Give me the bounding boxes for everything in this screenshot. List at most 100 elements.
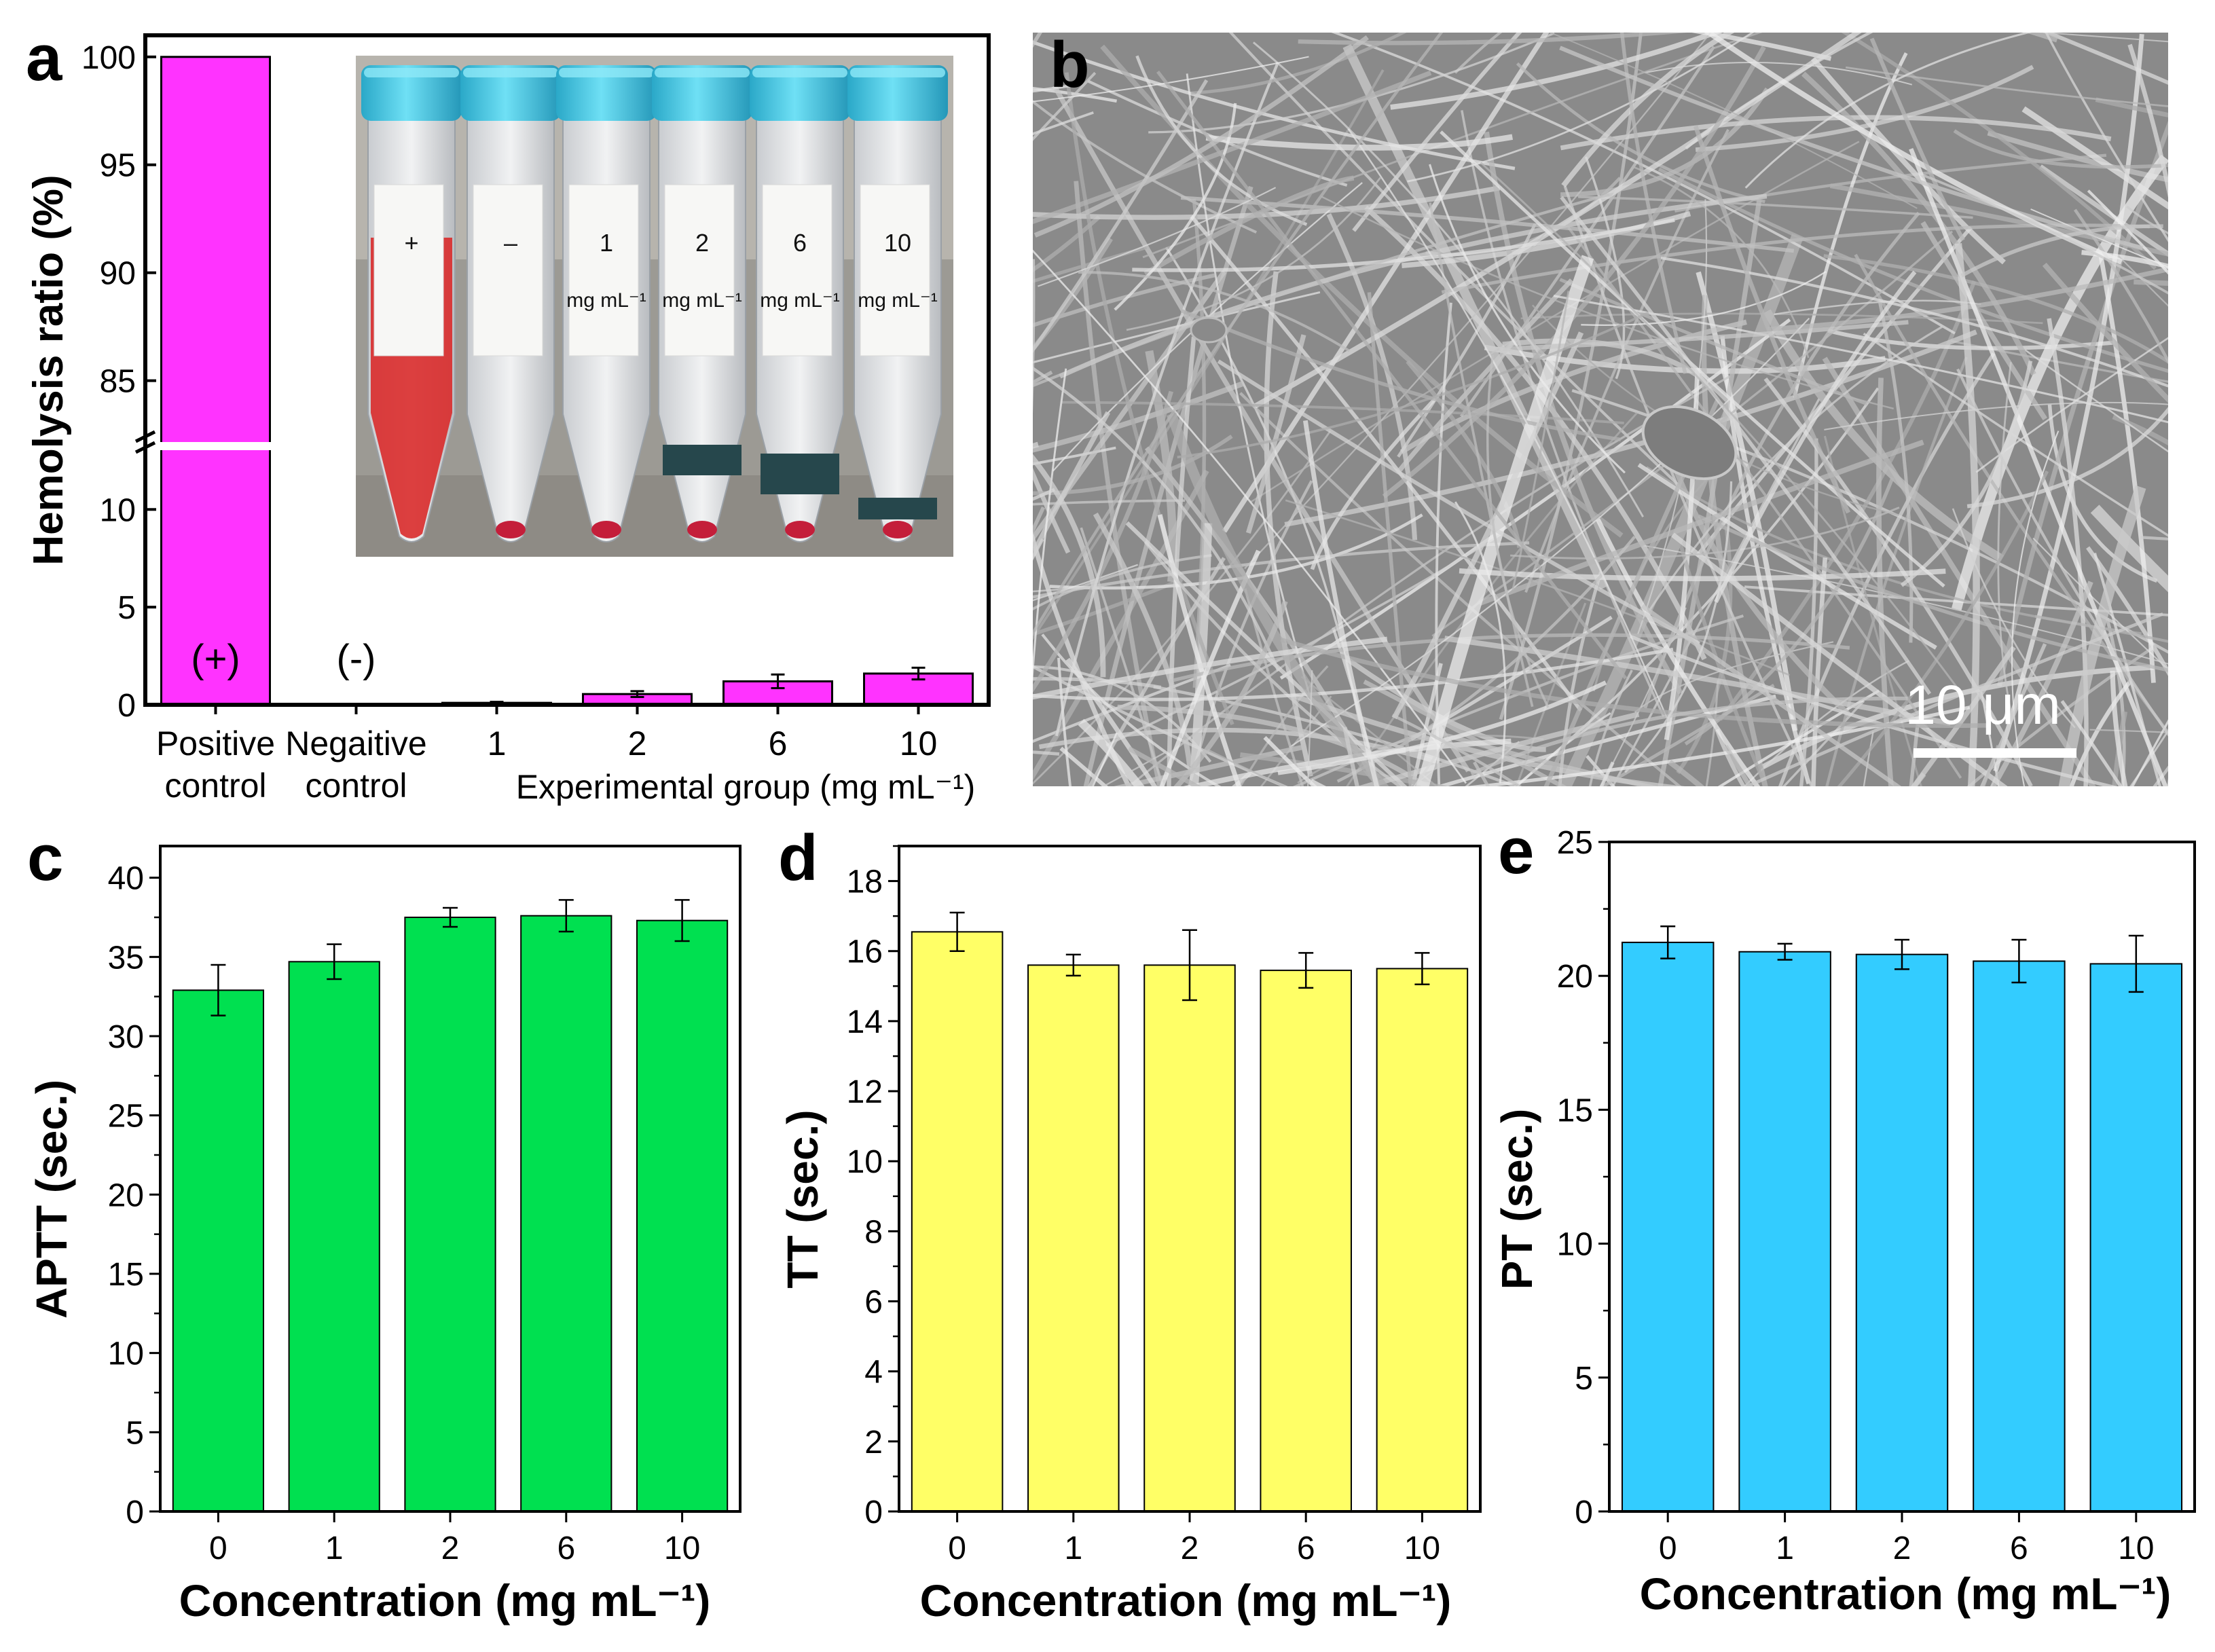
c-bar [520,915,612,1512]
sem-bead [1641,405,1738,481]
sem-fiber [1190,215,1583,712]
sem-fiber [1087,79,1348,187]
sem-fiber [2205,0,2215,413]
sem-fiber [2208,313,2215,837]
sem-fiber [1057,657,1072,786]
sem-fiber [1837,470,2049,786]
tube-label-line2: mg mL⁻¹ [566,289,646,312]
sem-fiber [1642,545,2168,665]
sem-fiber [2169,727,2215,773]
tube-label-line1: + [404,229,418,257]
d-x-tick-label: 2 [1181,1530,1199,1566]
a-bar-annotation: (+) [191,637,240,681]
photo-backdrop-lower [356,475,953,557]
sem-fiber [1156,70,1628,680]
sem-fiber [1878,300,1914,643]
sem-fiber [1326,213,1418,540]
tube-label-line2: mg mL⁻¹ [760,289,840,312]
sem-fiber [1207,749,1286,786]
sem-fiber [1277,680,1607,775]
c-y-tick-label: 10 [108,1336,144,1372]
tube-pellet [785,521,815,538]
sem-fiber [1153,685,1520,786]
sem-fiber [1486,354,1550,708]
tube-cap-highlight [463,68,558,77]
a-x-tick-label: control [305,767,407,805]
sem-fiber [1480,162,1958,689]
a-y-tick-label: 85 [100,364,136,400]
a-break-mark [134,430,156,443]
sem-fiber [1459,568,1946,581]
tube-photo-inset: + – 1 mg mL⁻¹ 2 mg mL⁻¹ 6 mg mL⁻¹ 10 mg mL⁻¹ [356,56,953,557]
e-y-tick-label: 10 [1557,1227,1593,1263]
sem-fiber [1033,35,1369,238]
tube-material-band [858,498,937,519]
e-y-tick-label: 5 [1575,1361,1593,1397]
sem-fiber [1675,530,1768,786]
sem-fiber [1033,577,1184,637]
sem-fiber [1331,33,1956,335]
sem-fiber [1033,430,1332,785]
sem-fiber [1869,37,1965,242]
sem-fiber [1632,166,1810,359]
d-bar [1260,970,1352,1512]
d-y-tick-label: 2 [864,1425,883,1461]
tube-cap-highlight [559,68,654,77]
sem-fiber [1093,512,1193,767]
sem-fiber [2112,414,2168,446]
sem-fiber [1561,33,1735,187]
sem-fiber [1083,185,1253,786]
sem-fiber [1516,62,1765,204]
sem-fiber [1177,311,1649,459]
sem-fiber [1763,377,2033,786]
sem-fiber [1560,196,1932,695]
sem-fiber [1033,366,1280,672]
a-plot-frame [143,33,991,707]
sem-fiber [1033,40,1516,170]
sem-fiber [1280,637,1991,729]
c-x-tick-label: 6 [557,1530,575,1566]
sem-fiber [1691,33,1832,61]
sem-fiber [1990,581,2093,786]
a-bar-annotation: (-) [337,637,376,681]
sem-fiber [1560,87,1770,198]
d-x-tick-label: 10 [1404,1530,1440,1566]
tube: 2 mg mL⁻¹ [652,65,752,543]
e-x-tick-label: 1 [1776,1530,1794,1566]
sem-fiber [2189,398,2215,837]
c-y-tick-label: 5 [126,1415,144,1451]
sem-fiber [2073,208,2168,365]
sem-fiber [1559,278,1868,406]
sem-fiber [1298,33,1687,45]
sem-fiber [1065,657,1158,786]
sem-fiber [1671,532,2008,786]
panel-c-aptt-chart: c APTT (sec.) 0 1 2 6 10 0 5 10 15 20 25 30 35 40 Con… [27,822,742,1626]
sem-fiber [2110,670,2128,786]
e-bar [1973,960,2066,1513]
d-x-tick-label: 0 [948,1530,966,1566]
sem-fiber [1406,360,1522,548]
sem-fiber [2098,251,2156,683]
a-break-mark [134,441,156,454]
sem-fiber [2018,818,2215,830]
sem-fiber [1033,100,1258,234]
e-y-tick-label: 15 [1557,1093,1593,1128]
sem-fiber [2042,262,2168,403]
sem-fiber [1435,302,1452,786]
sem-fiber [1660,256,2168,388]
sem-fiber [1515,602,1587,786]
a-y-axis-label: Hemolysis ratio (%) [25,175,72,565]
sem-fiber [1619,33,1687,374]
sem-fiber [1033,87,1118,103]
sem-fiber [1922,174,2168,295]
sem-fiber [1245,334,1306,534]
tube-cap-highlight [752,68,847,77]
sem-fiber [1407,33,1755,183]
e-y-tick-label: 25 [1557,825,1593,861]
sem-fiber [1352,33,1522,232]
sem-fiber [1080,527,1165,786]
sem-fiber [2200,513,2215,806]
d-bar [911,931,1004,1512]
sem-fiber [1920,221,2047,421]
sem-fiber [1033,185,1501,220]
